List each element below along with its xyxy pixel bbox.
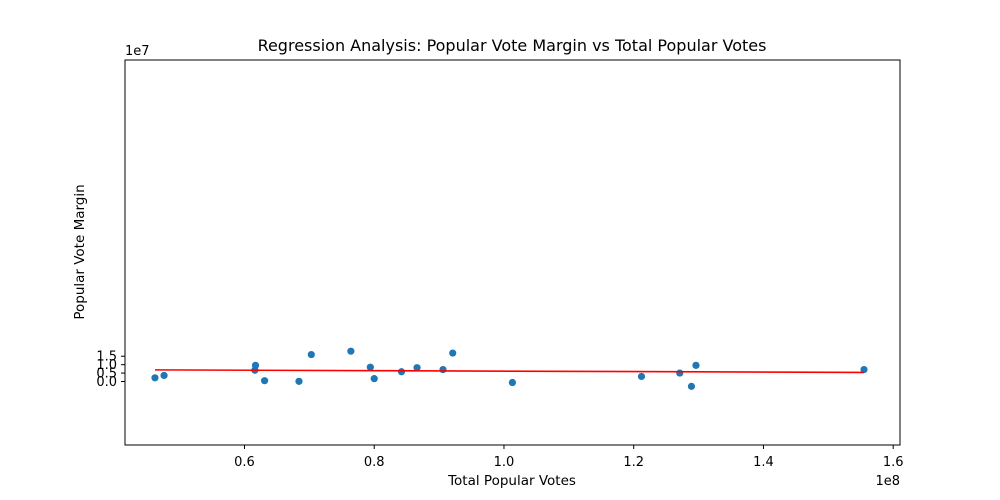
data-point	[295, 377, 303, 385]
data-point	[366, 363, 374, 371]
data-point	[637, 372, 646, 381]
y-tick-label: 0.0	[96, 375, 117, 390]
data-point	[347, 347, 355, 355]
data-point	[687, 382, 696, 390]
x-tick-label: 1.4	[753, 455, 774, 470]
y-tick-label: 1.0	[96, 358, 117, 373]
data-point	[260, 377, 269, 385]
data-point	[676, 369, 684, 377]
y-axis-scale-label: 1e7	[125, 44, 150, 59]
data-point	[692, 361, 700, 369]
y-axis-label: Popular Vote Margin	[72, 184, 88, 319]
y-axis-ticks: 0.00.51.01.5	[96, 350, 125, 390]
data-point	[449, 349, 457, 357]
x-tick-label: 1.0	[494, 455, 515, 470]
plot-frame	[124, 59, 901, 446]
data-point	[160, 371, 168, 380]
data-point	[439, 365, 447, 374]
x-tick-label: 0.8	[364, 455, 385, 470]
data-point	[370, 375, 378, 383]
data-point	[307, 350, 315, 359]
x-tick-label: 1.2	[623, 455, 644, 470]
data-point	[397, 368, 406, 376]
x-axis-label: Total Popular Votes	[447, 473, 576, 489]
x-axis-scale-label: 1e8	[875, 474, 900, 489]
data-point	[151, 374, 159, 382]
x-tick-label: 0.6	[234, 455, 255, 470]
y-tick-label: 1.5	[96, 350, 117, 365]
data-point	[413, 364, 421, 372]
data-layer	[151, 347, 868, 390]
data-point	[860, 365, 868, 374]
y-tick-label: 0.5	[96, 367, 117, 382]
x-axis-ticks: 0.6 0.8 1.0 1.2 1.4 1.6	[234, 445, 904, 470]
data-point	[508, 378, 517, 387]
plot-area	[125, 60, 900, 445]
chart-title: Regression Analysis: Popular Vote Margin…	[258, 36, 767, 55]
regression-line	[154, 369, 865, 374]
data-point	[251, 361, 260, 369]
x-tick-label: 1.6	[883, 455, 904, 470]
